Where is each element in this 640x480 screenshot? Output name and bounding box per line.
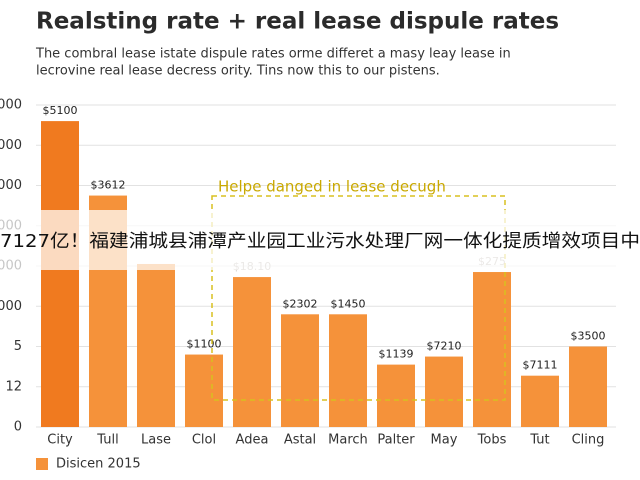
overlay-band	[0, 210, 640, 270]
x-tick-label: Adea	[236, 433, 269, 448]
x-tick-label: Clol	[192, 433, 216, 448]
x-tick-label: March	[328, 433, 368, 448]
bar	[425, 356, 463, 427]
bar	[233, 277, 271, 427]
annotation: Helpe danged in lease decugh	[218, 178, 446, 196]
y-tick-label: 000	[0, 178, 22, 193]
x-tick-label: Tut	[529, 433, 549, 448]
x-tick-label: Astal	[284, 433, 316, 448]
y-tick-label: 0	[14, 420, 22, 435]
bar	[41, 121, 79, 427]
y-tick-label: 000	[0, 98, 22, 113]
bar	[569, 346, 607, 427]
y-tick-label: 12	[5, 379, 22, 394]
bar-annotation: $3500	[571, 330, 606, 343]
x-tick-label: Cling	[572, 433, 605, 448]
subtitle: lecrovine real lease decress ority. Tins…	[36, 64, 440, 79]
x-tick-label: City	[47, 433, 73, 448]
bar	[281, 314, 319, 427]
x-tick-label: Lase	[141, 433, 171, 448]
bar	[329, 314, 367, 427]
bar-annotation: $7210	[427, 340, 462, 353]
bar-annotation: $7111	[523, 359, 558, 372]
bar-annotation: $1100	[187, 338, 222, 351]
bar-annotation: $1450	[331, 297, 366, 310]
bar-annotation: $1139	[379, 348, 414, 361]
y-tick-label: 000	[0, 138, 22, 153]
legend-swatch	[36, 458, 48, 470]
subtitle: The combral lease istate dispule rates o…	[35, 47, 511, 62]
x-tick-label: Tull	[96, 433, 118, 448]
bar-annotation: $3612	[91, 179, 126, 192]
annotation-box	[211, 195, 506, 401]
bar-annotation: $5100	[43, 104, 78, 117]
bar	[521, 375, 559, 427]
x-tick-label: May	[431, 433, 458, 448]
bar	[473, 272, 511, 427]
x-tick-label: Tobs	[477, 433, 507, 448]
overlay-caption: 7127亿！福建浦城县浦潭产业园工业污水处理厂网一体化提质增效项目中	[0, 231, 640, 252]
chart-title: Realsting rate + real lease dispule rate…	[36, 9, 559, 35]
bar	[185, 354, 223, 427]
x-tick-label: Palter	[377, 433, 415, 448]
y-tick-label: 5	[14, 339, 22, 354]
bar-annotation: $2302	[283, 297, 318, 310]
bar	[377, 364, 415, 427]
y-tick-label: 000	[0, 299, 22, 314]
bar	[137, 263, 175, 427]
legend-label: Disicen 2015	[56, 457, 141, 472]
